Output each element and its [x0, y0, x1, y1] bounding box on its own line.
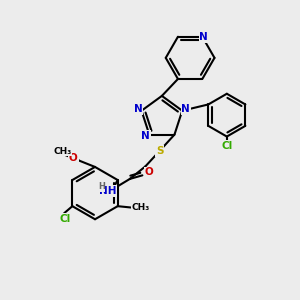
Text: Cl: Cl — [60, 214, 71, 224]
Text: H: H — [98, 182, 105, 191]
Text: N: N — [182, 104, 190, 114]
Text: N: N — [200, 32, 208, 42]
Text: CH₃: CH₃ — [132, 203, 150, 212]
Text: S: S — [156, 146, 164, 156]
Text: CH₃: CH₃ — [53, 147, 71, 156]
Text: O: O — [145, 167, 153, 177]
Text: O: O — [69, 153, 78, 163]
Text: N: N — [141, 131, 150, 141]
Text: NH: NH — [98, 186, 116, 196]
Text: N: N — [134, 104, 142, 114]
Text: Cl: Cl — [221, 141, 232, 151]
